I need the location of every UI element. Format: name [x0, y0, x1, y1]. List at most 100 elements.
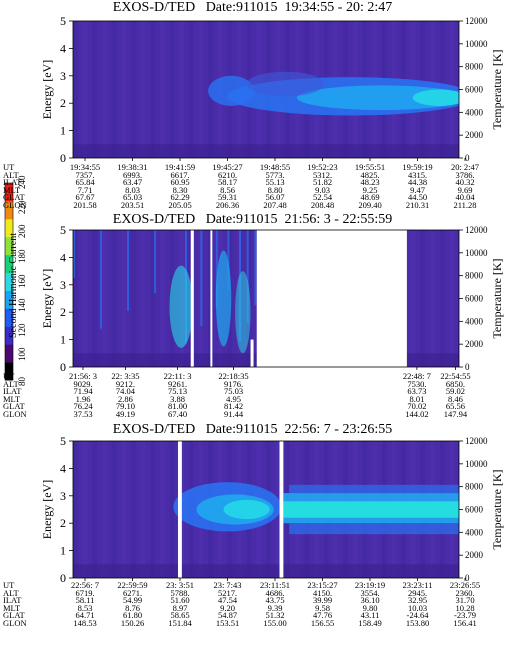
ephemeris-label: ILAT: [3, 595, 22, 605]
ephemeris-value: 9.47: [410, 184, 425, 195]
ephemeris-value: 62.29: [170, 192, 190, 202]
intensity-region: [235, 271, 251, 354]
y-axis-label: Energy [eV]: [40, 60, 54, 119]
streak: [154, 230, 157, 294]
ephemeris-value: 206.36: [215, 199, 240, 210]
data-gap: [190, 230, 194, 367]
texture-stripe: [130, 441, 136, 578]
texture-stripe: [150, 230, 156, 367]
y2-tick-label: 10000: [465, 248, 488, 258]
ephemeris-value: 6719.: [75, 587, 95, 598]
ephemeris-row: GLON 148.53 150.26 151.84 153.51 155.00 156.55…: [0, 617, 505, 628]
ephemeris-row: UT 19:34:55 19:38:31 19:41:59 19:45:27 19:48:…: [0, 162, 505, 172]
ephemeris-value: 75.13: [168, 386, 188, 396]
texture-stripe: [82, 21, 88, 158]
texture-stripe: [101, 21, 107, 158]
texture-stripe: [188, 21, 194, 158]
ephemeris-value: 51.82: [312, 177, 333, 187]
ephemeris-value: 208.48: [310, 199, 335, 210]
ephemeris-value: 22:11: 3: [163, 371, 192, 381]
texture-stripe: [92, 21, 98, 158]
ephemeris-row: ALT 7357. 6993. 6617. 6210. 5773. 5312. 4825. 43…: [0, 169, 505, 180]
ephemeris-value: 67.67: [75, 192, 95, 202]
ephemeris-value: 56.07: [265, 192, 285, 202]
ephemeris-value: 153.80: [405, 617, 430, 628]
ephemeris-value: 51.60: [170, 595, 190, 605]
data-gap: [256, 230, 407, 367]
texture-stripe: [140, 441, 146, 578]
y-tick-label: 4: [60, 250, 66, 264]
ephemeris-value: 65.56: [445, 401, 466, 411]
ephemeris-label: ILAT: [3, 177, 22, 187]
ephemeris-label: GLON: [3, 617, 27, 628]
ephemeris-value: 59.31: [217, 192, 238, 202]
y-tick-label: 2: [60, 305, 66, 319]
y2-tick-label: 6000: [465, 294, 484, 304]
ephemeris-value: 23:23:11: [402, 580, 433, 590]
ephemeris-row: GLON 201.58 203.51 205.05 206.36 207.48 208.48…: [0, 199, 505, 210]
data-gap: [250, 339, 254, 367]
ephemeris-value: 58.65: [170, 610, 190, 620]
ephemeris-label: MLT: [3, 184, 21, 195]
y-tick-label: 1: [60, 544, 66, 558]
ephemeris-value: 9.20: [220, 602, 235, 613]
ephemeris-value: 22:18:35: [218, 371, 249, 381]
ephemeris-value: 58.11: [75, 595, 95, 605]
streak: [127, 230, 130, 311]
ephemeris-value: 36.10: [360, 595, 380, 605]
ephemeris-value: 7.71: [77, 184, 93, 195]
ephemeris-table: UT 21:56: 3 22: 3:35 22:11: 3 22:18:35 22:48:…: [0, 371, 505, 418]
ephemeris-value: 74.04: [115, 386, 136, 396]
ephemeris-value: 153.51: [215, 617, 240, 628]
ephemeris-value: 58.17: [217, 177, 238, 187]
ephemeris-value: 6271.: [122, 587, 143, 598]
ephemeris-label: UT: [3, 580, 15, 590]
intensity-region: [296, 85, 459, 111]
y2-tick-label: 8000: [465, 482, 484, 492]
ephemeris-value: 203.51: [120, 199, 145, 210]
ephemeris-value: 156.55: [310, 617, 335, 628]
ephemeris-row: ILAT 71.94 74.04 75.13 75.03 63.73 59.02: [0, 386, 505, 396]
panel-title: EXOS-D/TED Date:911015 19:34:55 - 20: 2:…: [112, 0, 393, 15]
ephemeris-value: 8.76: [125, 602, 140, 613]
ephemeris-value: 6617.: [170, 169, 190, 180]
intensity-region: [412, 89, 459, 106]
y2-tick-label: 8000: [465, 62, 484, 72]
texture-stripe: [159, 21, 165, 158]
y2-tick-label: 12000: [465, 16, 488, 26]
colorbar-swatch: [5, 308, 13, 327]
panel-title: EXOS-D/TED Date:911015 22:56: 7 - 23:26:…: [112, 422, 393, 437]
ephemeris-value: 148.53: [73, 617, 97, 628]
ephemeris-row: GLAT 64.71 61.80 58.65 54.87 51.32 47.76 43.11 -…: [0, 610, 505, 620]
ephemeris-value: 70.02: [407, 401, 427, 411]
ephemeris-value: 48.69: [360, 192, 380, 202]
ephemeris-value: 151.84: [168, 617, 192, 628]
ephemeris-value: 59.02: [445, 386, 466, 396]
ephemeris-value: 4.95: [226, 393, 241, 404]
y2-tick-label: 0: [465, 153, 470, 163]
panel-3: EXOS-D/TED Date:911015 22:56: 7 - 23:26:…: [0, 422, 505, 649]
ephemeris-value: 210.31: [405, 199, 430, 210]
ephemeris-value: 43.11: [360, 610, 380, 620]
ephemeris-value: 4686.: [265, 587, 285, 598]
ephemeris-value: 19:34:55: [69, 162, 101, 172]
texture-stripe: [150, 441, 156, 578]
texture-stripe: [111, 21, 117, 158]
y-axis-label: Energy [eV]: [40, 269, 54, 328]
panel-2: EXOS-D/TED Date:911015 21:56: 3 - 22:55:…: [0, 212, 505, 422]
ephemeris-value: 8.03: [125, 184, 140, 195]
ephemeris-value: 23:19:19: [354, 580, 386, 590]
ephemeris-value: 4825.: [360, 169, 380, 180]
ephemeris-value: 8.56: [220, 184, 235, 195]
ephemeris-value: 31.70: [455, 595, 475, 605]
ephemeris-table: UT 22:56: 7 22:59:59 23: 3:51 23: 7:43 23:11:…: [0, 580, 505, 628]
ephemeris-value: 23: 7:43: [213, 580, 242, 590]
ephemeris-value: 2.86: [118, 393, 133, 404]
y-tick-label: 0: [60, 571, 66, 585]
ephemeris-value: 5312.: [312, 169, 333, 180]
panel-1: EXOS-D/TED Date:911015 19:34:55 - 20: 2:…: [0, 0, 505, 212]
ephemeris-value: 205.05: [168, 199, 192, 210]
intensity-region: [215, 250, 232, 347]
ephemeris-value: 47.54: [217, 595, 238, 605]
y-tick-label: 1: [60, 333, 66, 347]
